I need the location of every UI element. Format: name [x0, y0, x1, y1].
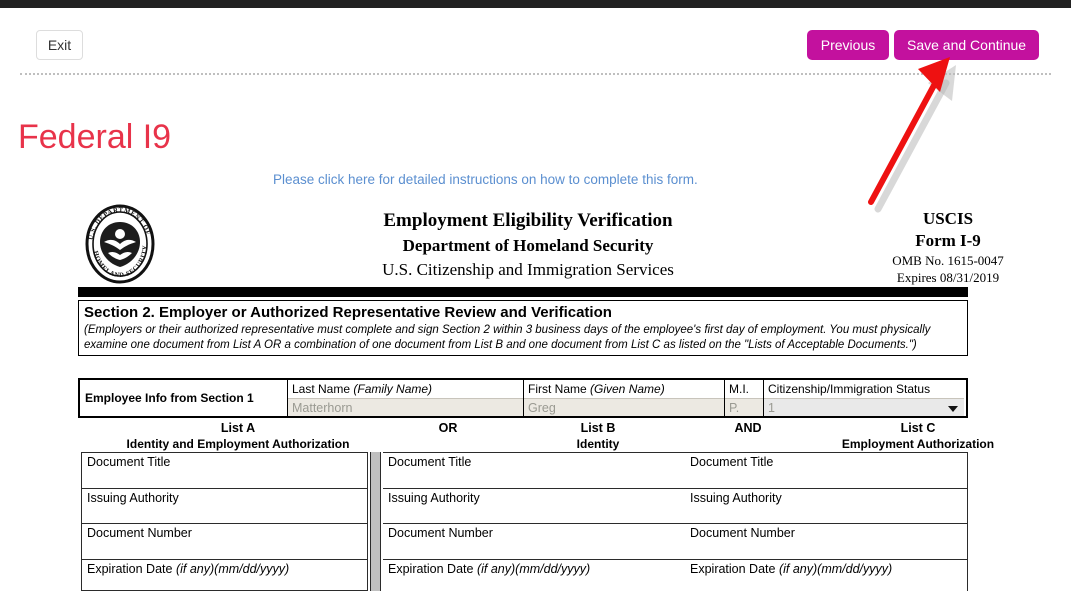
last-name-label: Last Name (Family Name) [288, 380, 523, 398]
list-c-expiration-date-field[interactable]: Expiration Date (if any)(mm/dd/yyyy) [685, 560, 967, 591]
previous-button[interactable]: Previous [807, 30, 889, 60]
citizenship-status-label: Citizenship/Immigration Status [768, 382, 931, 396]
instructions-link[interactable]: Please click here for detailed instructi… [273, 172, 698, 187]
last-name-label-italic: (Family Name) [353, 382, 433, 396]
last-name-label-text: Last Name [292, 382, 351, 396]
list-a-expiration-date-format: (if any)(mm/dd/yyyy) [175, 561, 290, 576]
list-b-expiration-date-field[interactable]: Expiration Date (if any)(mm/dd/yyyy) [383, 560, 685, 591]
browser-chrome-bar [0, 0, 1071, 8]
uscis-form-block: USCIS Form I-9 OMB No. 1615-0047 Expires… [848, 208, 1048, 286]
list-b-header: List B Identity [498, 420, 698, 452]
list-a-document-title-field[interactable]: Document Title [82, 453, 367, 489]
list-c-expiration-date-format: (if any)(mm/dd/yyyy) [778, 561, 893, 576]
list-c-document-title-field[interactable]: Document Title [685, 453, 967, 489]
section2-subtext: (Employers or their authorized represent… [84, 324, 931, 351]
action-bar: Exit Previous Save and Continue [0, 8, 1071, 74]
uscis-form-number: Form I-9 [915, 231, 981, 250]
citizenship-status-cell: Citizenship/Immigration Status 1 [764, 380, 964, 416]
column-divider [370, 452, 381, 591]
first-name-label-italic: (Given Name) [590, 382, 665, 396]
form-title-line3: U.S. Citizenship and Immigration Service… [382, 260, 674, 279]
list-headers: List A Identity and Employment Authoriza… [78, 420, 995, 452]
list-c-header: List C Employment Authorization [778, 420, 1058, 452]
list-b-title: List B [580, 421, 616, 435]
omb-number: OMB No. 1615-0047 [892, 253, 1004, 268]
annotation-arrow-icon [868, 57, 956, 213]
employee-info-row: Employee Info from Section 1 Last Name (… [78, 378, 968, 418]
list-b-column: Document Title Issuing Authority Documen… [383, 452, 685, 591]
divider [20, 73, 1051, 75]
list-a-expiration-date-field[interactable]: Expiration Date (if any)(mm/dd/yyyy) [82, 560, 367, 591]
list-b-issuing-authority-field[interactable]: Issuing Authority [383, 489, 685, 524]
list-b-expiration-date-format: (if any)(mm/dd/yyyy) [476, 561, 591, 576]
uscis-agency-label: USCIS [922, 209, 974, 228]
and-label: AND [734, 421, 762, 435]
citizenship-status-value: 1 [768, 401, 775, 415]
form-title-line2: Department of Homeland Security [402, 236, 654, 255]
employee-info-row-label: Employee Info from Section 1 [80, 380, 288, 416]
first-name-label: First Name (Given Name) [524, 380, 724, 398]
first-name-cell: First Name (Given Name) [524, 380, 725, 416]
last-name-input[interactable] [288, 398, 523, 416]
document-entry-table: Document Title Issuing Authority Documen… [81, 452, 968, 591]
list-a-issuing-authority-field[interactable]: Issuing Authority [82, 489, 367, 524]
list-b-subtitle: Identity [576, 437, 620, 451]
list-a-column: Document Title Issuing Authority Documen… [81, 452, 368, 591]
list-a-subtitle: Identity and Employment Authorization [126, 437, 350, 451]
middle-initial-input[interactable] [725, 398, 763, 416]
list-a-expiration-date-label: Expiration Date [87, 561, 173, 576]
save-and-continue-button[interactable]: Save and Continue [894, 30, 1039, 60]
middle-initial-cell: M.I. [725, 380, 764, 416]
or-label: OR [438, 421, 458, 435]
last-name-cell: Last Name (Family Name) [288, 380, 524, 416]
middle-initial-label: M.I. [729, 382, 749, 396]
list-a-title: List A [220, 421, 256, 435]
section2-header-box: Section 2. Employer or Authorized Repres… [78, 300, 968, 357]
exit-button[interactable]: Exit [36, 30, 83, 60]
dhs-seal-icon: U.S. DEPARTMENT OF HOMELAND SECURITY [85, 204, 155, 284]
form-header: U.S. DEPARTMENT OF HOMELAND SECURITY Emp… [78, 198, 1004, 285]
list-b-expiration-date-label: Expiration Date [388, 561, 474, 576]
first-name-input[interactable] [524, 398, 724, 416]
list-b-document-title-field[interactable]: Document Title [383, 453, 685, 489]
section-separator-bar [78, 287, 968, 297]
list-c-expiration-date-label: Expiration Date [690, 561, 776, 576]
form-expiration: Expires 08/31/2019 [896, 270, 1000, 285]
chevron-down-icon [948, 406, 958, 412]
first-name-label-text: First Name [528, 382, 587, 396]
list-c-title: List C [900, 421, 936, 435]
list-a-document-number-field[interactable]: Document Number [82, 524, 367, 560]
form-title-line1: Employment Eligibility Verification [383, 210, 673, 231]
page-title: Federal I9 [18, 118, 172, 156]
list-b-document-number-field[interactable]: Document Number [383, 524, 685, 560]
list-a-header: List A Identity and Employment Authoriza… [98, 420, 378, 452]
form-title-block: Employment Eligibility Verification Depa… [258, 208, 798, 282]
list-c-document-number-field[interactable]: Document Number [685, 524, 967, 560]
list-c-subtitle: Employment Authorization [841, 437, 995, 451]
list-c-column: Document Title Issuing Authority Documen… [685, 452, 968, 591]
citizenship-status-select[interactable]: 1 [764, 398, 964, 416]
section2-title: Section 2. Employer or Authorized Repres… [84, 304, 612, 321]
list-c-issuing-authority-field[interactable]: Issuing Authority [685, 489, 967, 524]
